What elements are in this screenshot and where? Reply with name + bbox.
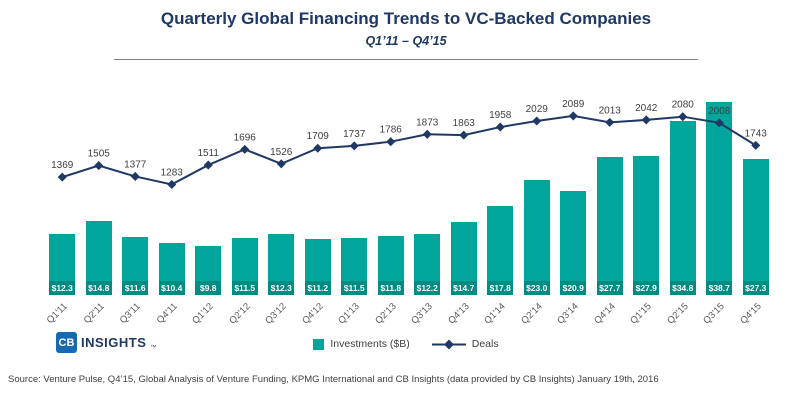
investments-bar: $27.3 — [742, 158, 769, 295]
bar-value-label: $12.3 — [49, 281, 76, 295]
deals-point-marker — [568, 111, 578, 121]
investments-bar: $34.8 — [669, 121, 696, 295]
bar-value-label: $20.9 — [560, 281, 587, 295]
logo-trademark: ™ — [150, 345, 157, 351]
bar-value-label: $11.2 — [304, 281, 331, 295]
bar-value-label: $10.4 — [158, 281, 185, 295]
bar-value-label: $11.5 — [231, 281, 258, 295]
deals-value-label: 1958 — [489, 110, 512, 121]
bar-value-label: $14.7 — [450, 281, 477, 295]
bar-value-label: $38.7 — [706, 281, 733, 295]
chart-title: Quarterly Global Financing Trends to VC-… — [160, 9, 652, 28]
investments-bar: $27.7 — [596, 156, 623, 295]
deals-point-marker — [605, 117, 615, 127]
deals-value-label: 1369 — [51, 160, 74, 171]
investments-bar: $11.5 — [341, 237, 368, 295]
bar-value-label: $14.8 — [85, 281, 112, 295]
investments-bar: $11.6 — [122, 237, 149, 295]
legend-item-deals: Deals — [431, 338, 499, 350]
investments-bar: $17.8 — [487, 206, 514, 295]
deals-point-marker — [532, 116, 542, 126]
bar-value-label: $23.0 — [523, 281, 550, 295]
bar-value-label: $27.7 — [596, 281, 623, 295]
bar-value-label: $27.9 — [633, 281, 660, 295]
investments-bar: $27.9 — [633, 155, 660, 295]
investments-bar: $12.2 — [414, 234, 441, 295]
cb-logo-icon: CB — [56, 332, 77, 353]
investments-bar: $11.2 — [304, 239, 331, 295]
deals-value-label: 1511 — [197, 148, 219, 159]
deals-point-marker — [240, 144, 250, 154]
deals-value-label: 2042 — [635, 103, 658, 114]
chart-legend: Investments ($B) Deals — [0, 338, 812, 350]
investments-bar: $10.4 — [158, 243, 185, 295]
deals-point-marker — [459, 130, 469, 140]
investments-bar: $14.7 — [450, 221, 477, 295]
investments-bar: $11.5 — [231, 237, 258, 295]
deals-point-marker — [495, 122, 505, 132]
investments-bar: $12.3 — [49, 233, 76, 295]
deals-value-label: 2080 — [672, 100, 695, 111]
investments-bar: $20.9 — [560, 190, 587, 295]
deals-value-label: 1709 — [307, 131, 330, 142]
bar-value-label: $12.2 — [414, 281, 441, 295]
bar-value-label: $11.5 — [341, 281, 368, 295]
bar-value-label: $27.3 — [742, 281, 769, 295]
deals-point-marker — [130, 171, 140, 181]
plot-area: $12.3 Q1'11 $14.8 Q2'11 $11.6 Q3'11 $10.4 Q4'11… — [44, 75, 774, 327]
deals-value-label: 2029 — [526, 104, 549, 115]
deals-point-marker — [386, 137, 396, 147]
bar-value-label: $11.6 — [122, 281, 149, 295]
investments-bar: $12.3 — [268, 233, 295, 295]
investments-bar: $38.7 — [706, 101, 733, 295]
deals-point-marker — [678, 112, 688, 122]
deals-point-marker — [349, 141, 359, 151]
deals-point-marker — [313, 143, 323, 153]
deals-value-label: 1737 — [343, 129, 366, 140]
deals-swatch-icon — [431, 339, 466, 349]
investments-bar: $23.0 — [523, 180, 550, 295]
deals-value-label: 2013 — [599, 105, 622, 116]
deals-point-marker — [751, 140, 761, 150]
legend-item-investments: Investments ($B) — [313, 338, 410, 350]
deals-value-label: 1526 — [270, 147, 293, 158]
investments-swatch-icon — [313, 338, 325, 350]
deals-value-label: 1505 — [88, 149, 111, 160]
deals-value-label: 1863 — [453, 118, 476, 129]
title-divider — [113, 59, 699, 60]
deals-value-label: 1873 — [416, 117, 439, 128]
deals-point-marker — [203, 160, 213, 170]
deals-value-label: 1696 — [234, 132, 257, 143]
source-note: Source: Venture Pulse, Q4’15, Global Ana… — [8, 374, 659, 385]
investments-bar: $11.8 — [377, 236, 404, 295]
bar-value-label: $9.8 — [195, 281, 222, 295]
deals-point-marker — [94, 161, 104, 171]
deals-value-label: 1786 — [380, 125, 403, 136]
deals-value-label: 1377 — [124, 159, 147, 170]
cbinsights-logo: CB INSIGHTS ™ — [56, 332, 156, 353]
bar-value-label: $34.8 — [669, 281, 696, 295]
deals-point-marker — [57, 172, 67, 182]
deals-value-label: 1283 — [161, 167, 184, 178]
logo-text: INSIGHTS — [81, 335, 147, 350]
deals-point-marker — [641, 115, 651, 125]
investments-bar: $9.8 — [195, 246, 222, 295]
legend-deals-label: Deals — [471, 338, 499, 350]
bar-value-label: $12.3 — [268, 281, 295, 295]
deals-point-marker — [276, 159, 286, 169]
bar-value-label: $11.8 — [377, 281, 404, 295]
deals-line-layer: 1369 1505 1377 1283 1511 1696 1526 1709 1737 1786… — [51, 99, 768, 189]
chart-subtitle: Q1’11 – Q4’15 — [365, 34, 447, 48]
bar-value-label: $17.8 — [487, 281, 514, 295]
deals-value-label: 2089 — [562, 99, 585, 110]
deals-point-marker — [422, 129, 432, 139]
deals-point-marker — [167, 179, 177, 189]
legend-investments-label: Investments ($B) — [330, 338, 410, 350]
deals-value-label: 1743 — [745, 128, 768, 139]
investments-bar: $14.8 — [85, 221, 112, 295]
